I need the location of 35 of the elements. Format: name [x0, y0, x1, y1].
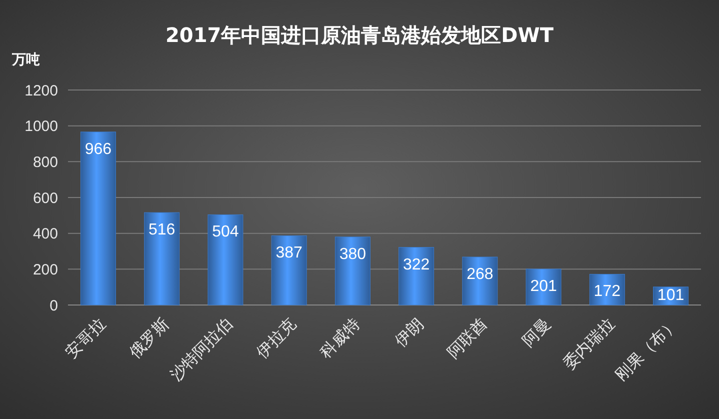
y-tick-label: 400: [32, 226, 58, 243]
bar: [334, 236, 370, 306]
chart-title: 2017年中国进口原油青岛港始发地区DWT: [166, 23, 554, 47]
y-tick-label: 1000: [24, 118, 58, 136]
data-label: 322: [402, 256, 430, 274]
y-tick-label: 200: [32, 261, 58, 278]
bar: [526, 268, 562, 306]
data-label: 201: [530, 278, 557, 295]
x-tick-label: 伊朗: [390, 314, 428, 350]
y-tick-label: 800: [32, 154, 58, 171]
data-label: 268: [466, 266, 494, 283]
data-label: 387: [276, 244, 303, 262]
data-label: 504: [212, 224, 239, 241]
x-tick-label: 安哥拉: [62, 314, 109, 362]
y-tick-label: 0: [50, 297, 58, 314]
x-tick-label: 阿曼: [518, 314, 554, 350]
bar: [144, 212, 180, 306]
data-label: 516: [148, 222, 176, 239]
y-axis-title: 万吨: [11, 52, 40, 68]
x-tick-label: 科威特: [316, 314, 364, 362]
data-label: 966: [84, 140, 112, 158]
bar: [80, 132, 116, 306]
x-tick-label: 伊拉克: [252, 314, 300, 362]
bar: [398, 247, 434, 306]
data-label: 172: [594, 283, 621, 300]
x-tick-label: 阿联酋: [443, 314, 491, 362]
y-tick-label: 1200: [24, 82, 58, 100]
bar: [208, 214, 244, 306]
y-tick-label: 600: [32, 190, 58, 207]
bar: [271, 235, 307, 306]
data-label: 380: [339, 246, 366, 263]
x-tick-label: 俄罗斯: [125, 314, 173, 362]
bar: [462, 256, 498, 306]
data-label: 101: [657, 287, 684, 304]
bar: [589, 274, 625, 306]
